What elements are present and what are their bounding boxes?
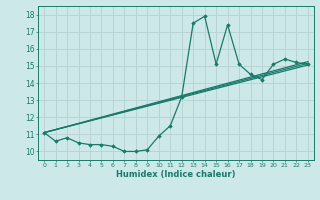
X-axis label: Humidex (Indice chaleur): Humidex (Indice chaleur) bbox=[116, 170, 236, 179]
